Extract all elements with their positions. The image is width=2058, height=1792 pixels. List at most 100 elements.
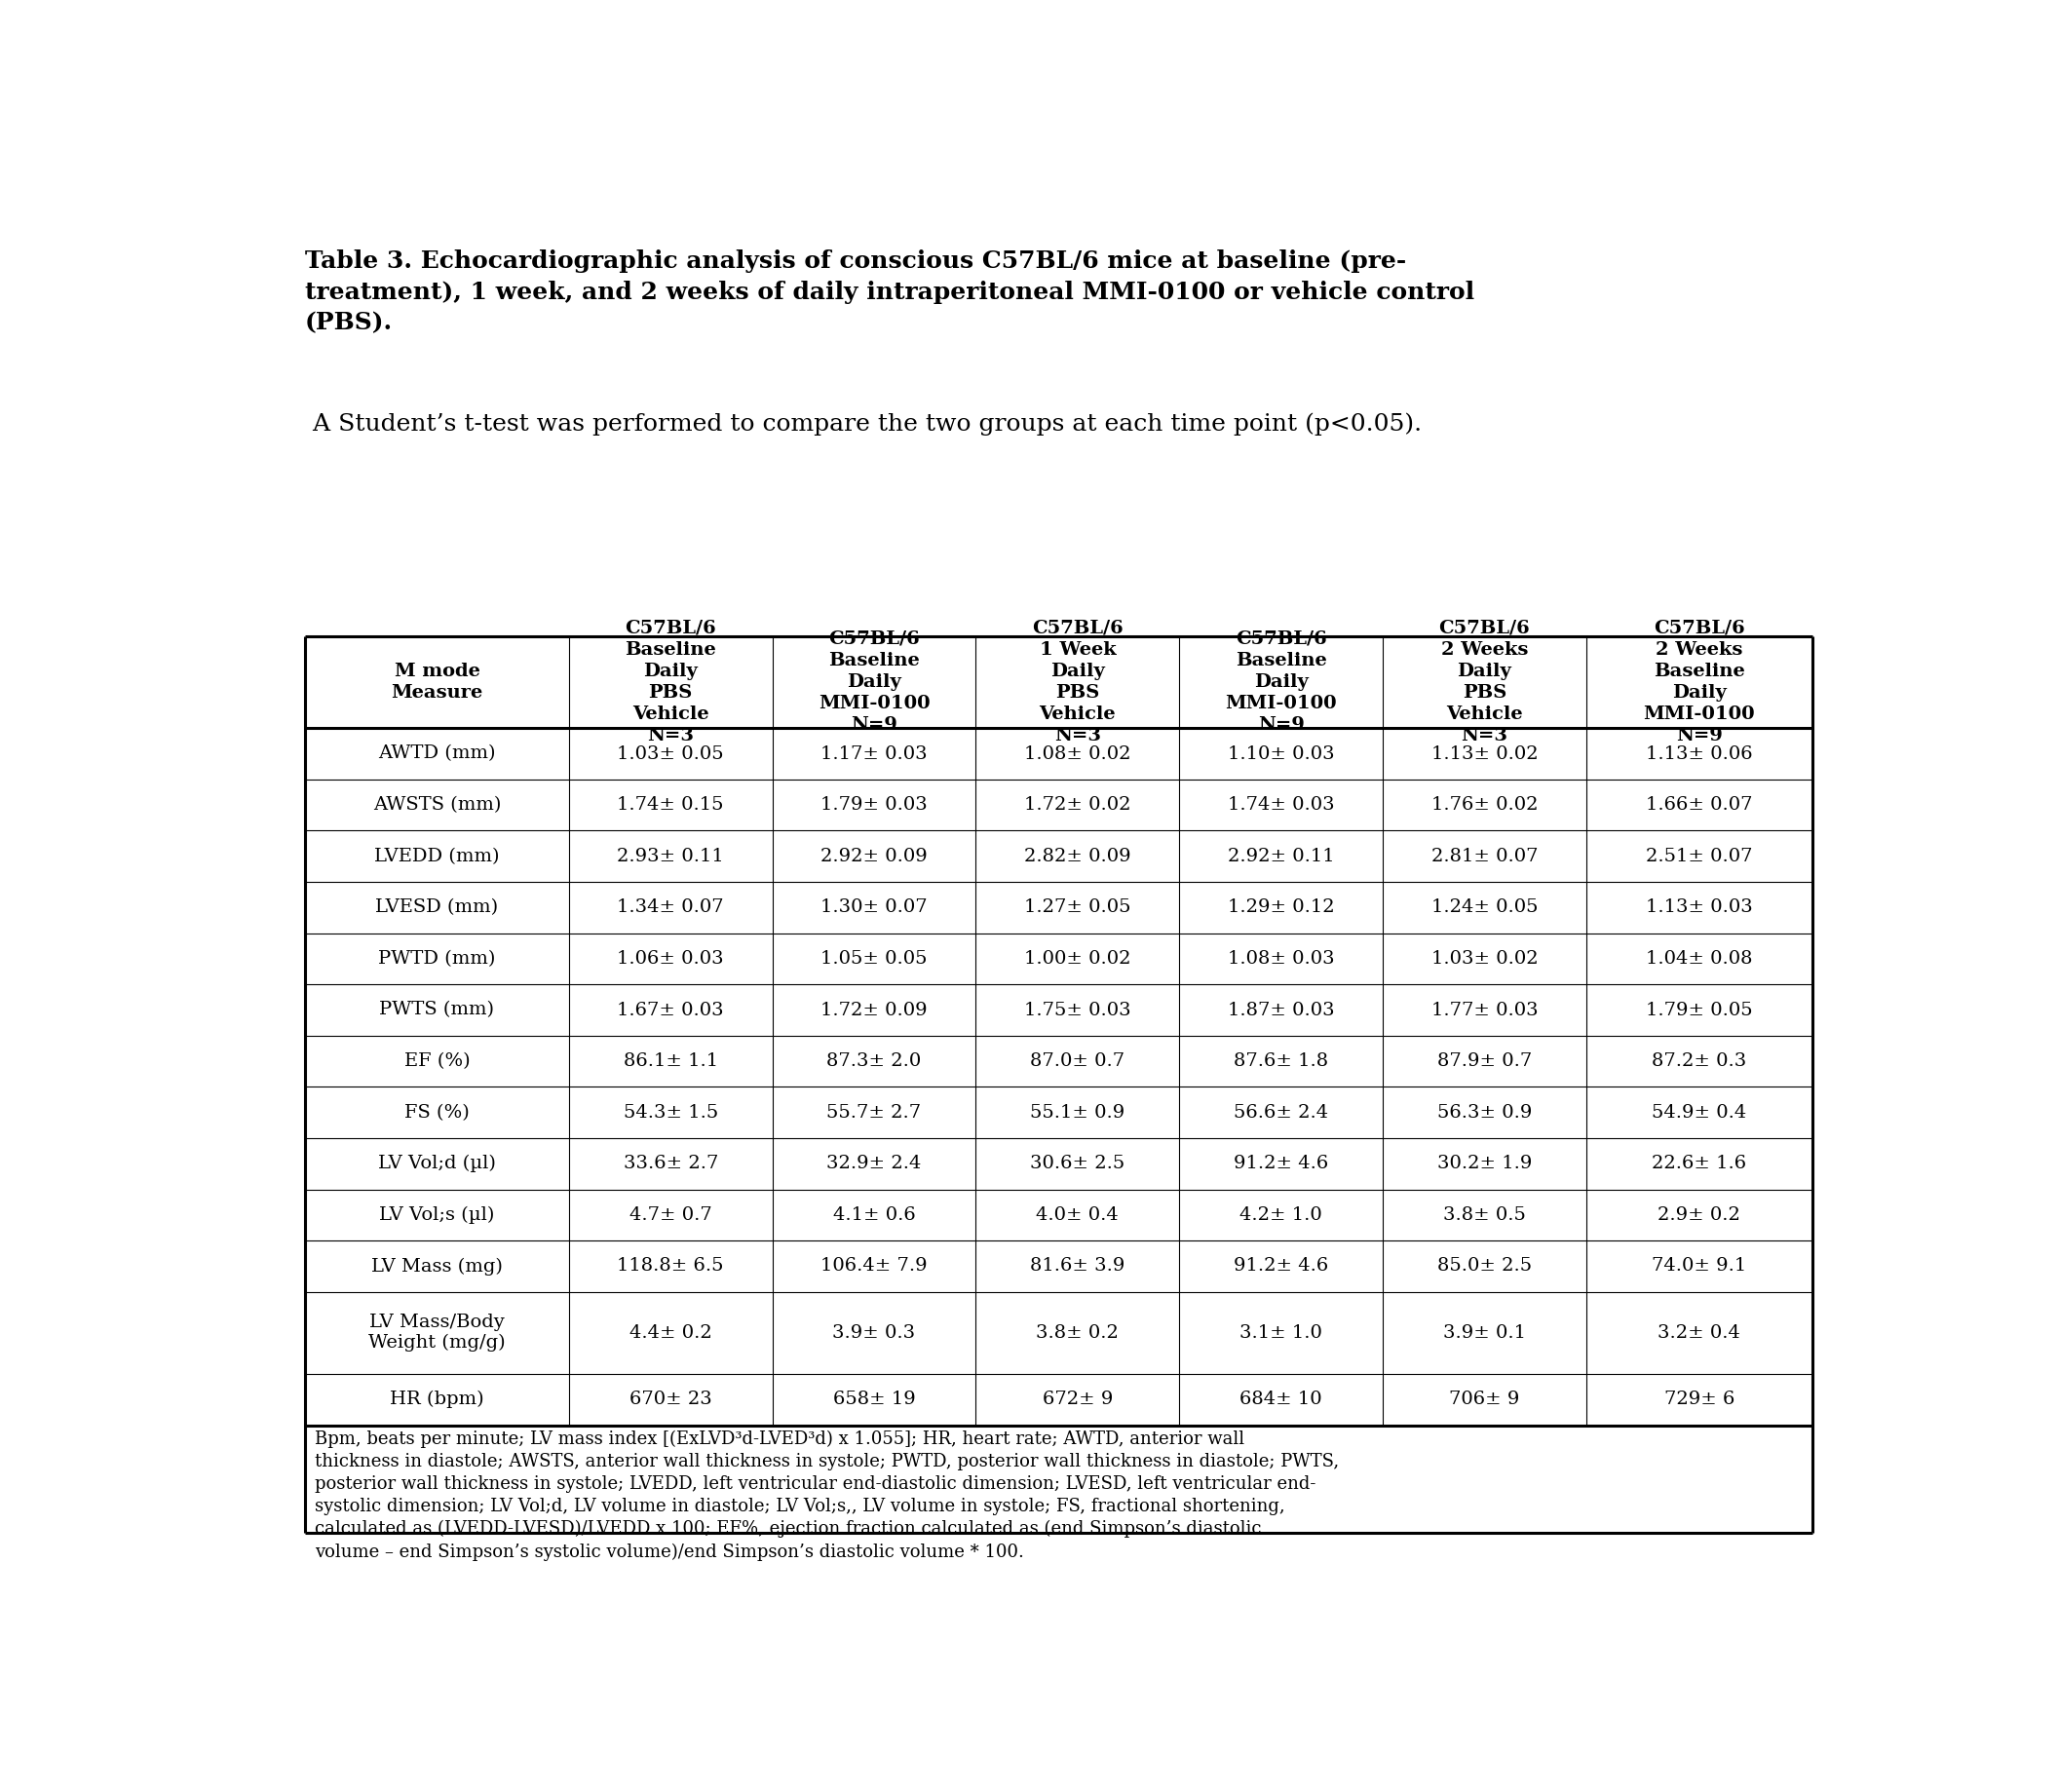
Text: 1.10± 0.03: 1.10± 0.03: [1229, 745, 1334, 763]
Text: C57BL/6
1 Week
Daily
PBS
Vehicle
N=3: C57BL/6 1 Week Daily PBS Vehicle N=3: [1031, 620, 1124, 745]
Text: 2.51± 0.07: 2.51± 0.07: [1646, 848, 1753, 866]
Text: 1.30± 0.07: 1.30± 0.07: [821, 900, 928, 916]
Text: 2.82± 0.09: 2.82± 0.09: [1025, 848, 1132, 866]
Text: 54.3± 1.5: 54.3± 1.5: [624, 1104, 718, 1122]
Text: 3.8± 0.2: 3.8± 0.2: [1035, 1324, 1120, 1342]
Text: 54.9± 0.4: 54.9± 0.4: [1653, 1104, 1747, 1122]
Text: 2.93± 0.11: 2.93± 0.11: [617, 848, 724, 866]
Text: C57BL/6
Baseline
Daily
MMI-0100
N=9: C57BL/6 Baseline Daily MMI-0100 N=9: [1225, 631, 1338, 735]
Text: 3.8± 0.5: 3.8± 0.5: [1443, 1206, 1525, 1224]
Text: Bpm, beats per minute; LV mass index [(ExLVD³d-LVED³d) x 1.055]; HR, heart rate;: Bpm, beats per minute; LV mass index [(E…: [315, 1430, 1340, 1561]
Text: 1.03± 0.05: 1.03± 0.05: [617, 745, 724, 763]
Text: 670± 23: 670± 23: [630, 1391, 712, 1409]
Text: 2.92± 0.11: 2.92± 0.11: [1229, 848, 1334, 866]
Text: 1.72± 0.02: 1.72± 0.02: [1025, 796, 1132, 814]
Text: 1.87± 0.03: 1.87± 0.03: [1229, 1002, 1334, 1020]
Text: PWTS (mm): PWTS (mm): [379, 1002, 494, 1020]
Text: 2.92± 0.09: 2.92± 0.09: [821, 848, 928, 866]
Text: 1.66± 0.07: 1.66± 0.07: [1646, 796, 1753, 814]
Text: 33.6± 2.7: 33.6± 2.7: [624, 1156, 718, 1172]
Text: LVEDD (mm): LVEDD (mm): [375, 848, 500, 866]
Text: 1.29± 0.12: 1.29± 0.12: [1229, 900, 1334, 916]
Text: A Student’s t-test was performed to compare the two groups at each time point (p: A Student’s t-test was performed to comp…: [305, 412, 1422, 435]
Text: C57BL/6
2 Weeks
Daily
PBS
Vehicle
N=3: C57BL/6 2 Weeks Daily PBS Vehicle N=3: [1439, 620, 1531, 745]
Text: 22.6± 1.6: 22.6± 1.6: [1653, 1156, 1747, 1172]
Text: 1.17± 0.03: 1.17± 0.03: [821, 745, 928, 763]
Text: 91.2± 4.6: 91.2± 4.6: [1233, 1258, 1327, 1276]
Text: AWTD (mm): AWTD (mm): [379, 745, 496, 763]
Text: LV Vol;s (µl): LV Vol;s (µl): [379, 1206, 494, 1224]
Text: 1.79± 0.03: 1.79± 0.03: [821, 796, 928, 814]
Text: 118.8± 6.5: 118.8± 6.5: [617, 1258, 724, 1276]
Text: 1.24± 0.05: 1.24± 0.05: [1430, 900, 1537, 916]
Text: 106.4± 7.9: 106.4± 7.9: [821, 1258, 928, 1276]
Text: 3.9± 0.3: 3.9± 0.3: [833, 1324, 916, 1342]
Text: 30.6± 2.5: 30.6± 2.5: [1031, 1156, 1126, 1172]
Text: 1.75± 0.03: 1.75± 0.03: [1025, 1002, 1132, 1020]
Text: 85.0± 2.5: 85.0± 2.5: [1436, 1258, 1531, 1276]
Text: 1.77± 0.03: 1.77± 0.03: [1430, 1002, 1537, 1020]
Text: PWTD (mm): PWTD (mm): [379, 950, 496, 968]
Text: 1.72± 0.09: 1.72± 0.09: [821, 1002, 928, 1020]
Text: 87.6± 1.8: 87.6± 1.8: [1233, 1052, 1327, 1070]
Text: C57BL/6
2 Weeks
Baseline
Daily
MMI-0100
N=9: C57BL/6 2 Weeks Baseline Daily MMI-0100 …: [1644, 620, 1755, 745]
Text: 32.9± 2.4: 32.9± 2.4: [827, 1156, 922, 1172]
Text: 1.67± 0.03: 1.67± 0.03: [617, 1002, 724, 1020]
Text: 91.2± 4.6: 91.2± 4.6: [1233, 1156, 1327, 1172]
Text: LV Mass (mg): LV Mass (mg): [370, 1258, 502, 1276]
Text: 81.6± 3.9: 81.6± 3.9: [1031, 1258, 1126, 1276]
Text: 1.13± 0.03: 1.13± 0.03: [1646, 900, 1753, 916]
Text: 2.9± 0.2: 2.9± 0.2: [1659, 1206, 1741, 1224]
Text: 729± 6: 729± 6: [1665, 1391, 1735, 1409]
Text: 4.4± 0.2: 4.4± 0.2: [630, 1324, 712, 1342]
Text: LV Vol;d (µl): LV Vol;d (µl): [379, 1154, 496, 1172]
Text: 55.7± 2.7: 55.7± 2.7: [827, 1104, 922, 1122]
Text: 1.76± 0.02: 1.76± 0.02: [1430, 796, 1537, 814]
Text: 56.6± 2.4: 56.6± 2.4: [1233, 1104, 1327, 1122]
Text: 1.79± 0.05: 1.79± 0.05: [1646, 1002, 1753, 1020]
Text: 87.0± 0.7: 87.0± 0.7: [1031, 1052, 1126, 1070]
Text: 3.9± 0.1: 3.9± 0.1: [1443, 1324, 1525, 1342]
Text: 3.2± 0.4: 3.2± 0.4: [1659, 1324, 1741, 1342]
Text: Table 3. Echocardiographic analysis of conscious C57BL/6 mice at baseline (pre-
: Table 3. Echocardiographic analysis of c…: [305, 249, 1474, 335]
Text: EF (%): EF (%): [403, 1052, 469, 1070]
Text: C57BL/6
Baseline
Daily
PBS
Vehicle
N=3: C57BL/6 Baseline Daily PBS Vehicle N=3: [626, 620, 716, 745]
Text: 1.74± 0.03: 1.74± 0.03: [1229, 796, 1334, 814]
Text: HR (bpm): HR (bpm): [389, 1391, 484, 1409]
Text: 87.9± 0.7: 87.9± 0.7: [1436, 1052, 1531, 1070]
Text: 1.03± 0.02: 1.03± 0.02: [1430, 950, 1537, 968]
Text: 56.3± 0.9: 56.3± 0.9: [1436, 1104, 1531, 1122]
Text: 55.1± 0.9: 55.1± 0.9: [1031, 1104, 1126, 1122]
Text: 1.34± 0.07: 1.34± 0.07: [617, 900, 724, 916]
Text: 1.74± 0.15: 1.74± 0.15: [617, 796, 724, 814]
Text: 1.13± 0.06: 1.13± 0.06: [1646, 745, 1753, 763]
Text: 87.3± 2.0: 87.3± 2.0: [827, 1052, 922, 1070]
Text: FS (%): FS (%): [405, 1104, 469, 1122]
Text: LV Mass/Body
Weight (mg/g): LV Mass/Body Weight (mg/g): [368, 1314, 506, 1351]
Text: 3.1± 1.0: 3.1± 1.0: [1239, 1324, 1323, 1342]
Text: 658± 19: 658± 19: [833, 1391, 916, 1409]
Text: 4.0± 0.4: 4.0± 0.4: [1037, 1206, 1120, 1224]
Text: 2.81± 0.07: 2.81± 0.07: [1430, 848, 1537, 866]
Text: 1.04± 0.08: 1.04± 0.08: [1646, 950, 1753, 968]
Text: AWSTS (mm): AWSTS (mm): [372, 796, 500, 814]
Text: 1.27± 0.05: 1.27± 0.05: [1025, 900, 1132, 916]
Text: 4.2± 1.0: 4.2± 1.0: [1239, 1206, 1323, 1224]
Text: 86.1± 1.1: 86.1± 1.1: [624, 1052, 718, 1070]
Text: 684± 10: 684± 10: [1239, 1391, 1321, 1409]
Text: 1.08± 0.02: 1.08± 0.02: [1025, 745, 1132, 763]
Text: 74.0± 9.1: 74.0± 9.1: [1653, 1258, 1747, 1276]
Text: 4.1± 0.6: 4.1± 0.6: [833, 1206, 916, 1224]
Text: M mode
Measure: M mode Measure: [391, 663, 484, 702]
Text: C57BL/6
Baseline
Daily
MMI-0100
N=9: C57BL/6 Baseline Daily MMI-0100 N=9: [819, 631, 930, 735]
Text: 30.2± 1.9: 30.2± 1.9: [1436, 1156, 1531, 1172]
Text: 87.2± 0.3: 87.2± 0.3: [1653, 1052, 1747, 1070]
Text: 672± 9: 672± 9: [1041, 1391, 1113, 1409]
Text: 4.7± 0.7: 4.7± 0.7: [630, 1206, 712, 1224]
Text: 1.00± 0.02: 1.00± 0.02: [1025, 950, 1132, 968]
Text: 706± 9: 706± 9: [1449, 1391, 1519, 1409]
Text: 1.05± 0.05: 1.05± 0.05: [821, 950, 928, 968]
Text: 1.13± 0.02: 1.13± 0.02: [1430, 745, 1537, 763]
Text: 1.08± 0.03: 1.08± 0.03: [1229, 950, 1334, 968]
Text: LVESD (mm): LVESD (mm): [375, 900, 498, 916]
